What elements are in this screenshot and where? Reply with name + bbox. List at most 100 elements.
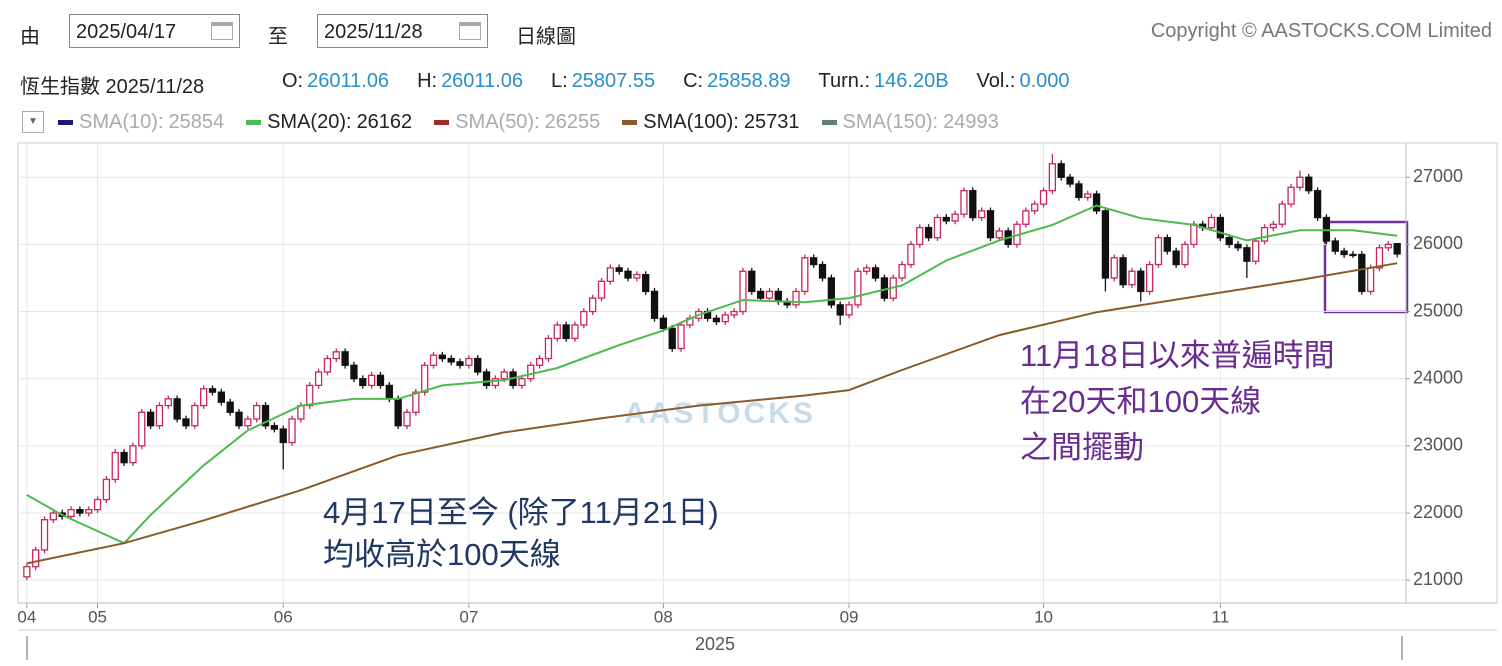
candle-body — [818, 263, 827, 279]
candle-body — [1031, 203, 1039, 212]
indicator-dropdown[interactable]: ▼ — [22, 111, 44, 133]
quote-label: H: — [417, 70, 438, 92]
legend-item[interactable]: SMA(150): 24993 — [821, 111, 999, 133]
annotation: 11月18日以來普遍時間 — [1020, 338, 1335, 373]
candle-body — [465, 357, 473, 366]
candle-body — [677, 324, 685, 350]
candle-body — [1287, 186, 1295, 205]
x-tick-label: 04 — [17, 607, 36, 626]
quote-value: 0.000 — [1019, 70, 1070, 92]
candle-body — [200, 388, 208, 407]
candle-body — [765, 290, 774, 299]
quote-value: 25858.89 — [707, 70, 791, 92]
candle-body — [544, 337, 553, 360]
candle-body — [350, 364, 358, 380]
candle-body — [1278, 203, 1286, 225]
y-tick-label: 26000 — [1413, 233, 1463, 253]
candle-body — [270, 425, 279, 430]
legend-item[interactable]: SMA(10): 25854 — [58, 111, 224, 133]
candle-body — [500, 371, 508, 380]
candle-body — [774, 290, 782, 303]
legend-item[interactable]: SMA(20): 26162 — [246, 111, 412, 133]
candle-body — [810, 257, 818, 266]
candle-body — [1092, 193, 1101, 212]
candle-body — [235, 411, 243, 427]
candle-body — [792, 290, 800, 306]
legend-label: SMA(10): — [79, 111, 164, 133]
quote-label: Vol.: — [976, 70, 1016, 92]
legend-item[interactable]: SMA(50): 26255 — [434, 111, 600, 133]
to-label: 至 — [268, 26, 288, 48]
candle-body — [1366, 267, 1375, 293]
x-tick-label: 11 — [1212, 607, 1230, 626]
candle-body — [164, 398, 172, 407]
to-date[interactable]: 2025/11/28 — [317, 14, 488, 48]
x-tick-label: 08 — [654, 607, 673, 626]
candle-body — [1393, 243, 1401, 255]
quote-row: O: 26011.06 H: 26011.06 L: 25807.55 C: 25858.89… — [282, 70, 1070, 93]
x-axis-label: 2025 — [695, 634, 735, 654]
candle-body — [721, 314, 729, 323]
candle-body — [146, 411, 155, 427]
y-tick-label: 21000 — [1413, 569, 1463, 589]
sma-line — [26, 262, 1398, 565]
candle-body — [1313, 190, 1322, 219]
candle-body — [93, 498, 102, 511]
calendar-icon[interactable] — [211, 22, 233, 40]
legend-value: 26255 — [544, 111, 601, 133]
watermark: AASTOCKS — [624, 397, 816, 430]
legend-swatch — [58, 120, 73, 126]
candle-body — [32, 549, 40, 568]
candle-body — [323, 357, 332, 373]
candle-body — [226, 401, 234, 413]
candle-body — [1022, 210, 1030, 225]
candle-body — [385, 384, 393, 400]
candle-body — [306, 384, 314, 407]
y-tick-label: 23000 — [1413, 435, 1463, 455]
candle-body — [1375, 247, 1384, 269]
candle-body — [1358, 253, 1366, 293]
candle-body — [668, 327, 676, 350]
candle-body — [23, 566, 31, 578]
candle-body — [960, 190, 968, 215]
candle-body — [1296, 176, 1304, 188]
candle-body — [1119, 257, 1127, 286]
quote-label: L: — [551, 70, 568, 92]
candle-body — [421, 364, 429, 393]
legend-value: 26162 — [356, 111, 413, 133]
quote-value: 26011.06 — [441, 70, 523, 92]
candle-body — [871, 267, 880, 279]
candle-body — [1181, 243, 1189, 266]
candle-body — [359, 378, 367, 387]
candle-body — [712, 317, 721, 323]
sma-line — [26, 204, 1398, 545]
candle-body — [1234, 243, 1242, 249]
x-tick-label: 05 — [88, 607, 107, 626]
from-date[interactable]: 2025/04/17 — [69, 14, 240, 48]
candle-body — [836, 304, 844, 316]
candle-body — [474, 357, 482, 373]
candle-body — [76, 509, 84, 514]
candle-body — [951, 213, 959, 222]
candle-body — [1252, 240, 1260, 262]
legend-label: SMA(20): — [267, 111, 352, 133]
calendar-icon[interactable] — [459, 22, 481, 40]
candle-body — [111, 451, 119, 481]
candle-body — [1331, 240, 1339, 252]
candle-body — [332, 351, 340, 360]
candle-body — [801, 257, 809, 293]
candle-body — [456, 361, 464, 366]
candle-body — [880, 277, 889, 299]
candle-body — [907, 243, 915, 266]
candle-body — [597, 280, 606, 299]
legend-item[interactable]: SMA(100): 25731 — [622, 111, 800, 133]
candle-body — [924, 226, 933, 239]
candle-body — [1269, 223, 1278, 229]
legend-swatch — [622, 120, 638, 126]
legend-swatch — [821, 120, 837, 126]
candle-body — [969, 190, 977, 219]
copyright: Copyright © AASTOCKS.COM Limited — [1150, 20, 1492, 42]
candle-body — [429, 354, 438, 366]
candle-body — [1163, 237, 1171, 252]
period[interactable]: 日線圖 — [516, 26, 576, 48]
